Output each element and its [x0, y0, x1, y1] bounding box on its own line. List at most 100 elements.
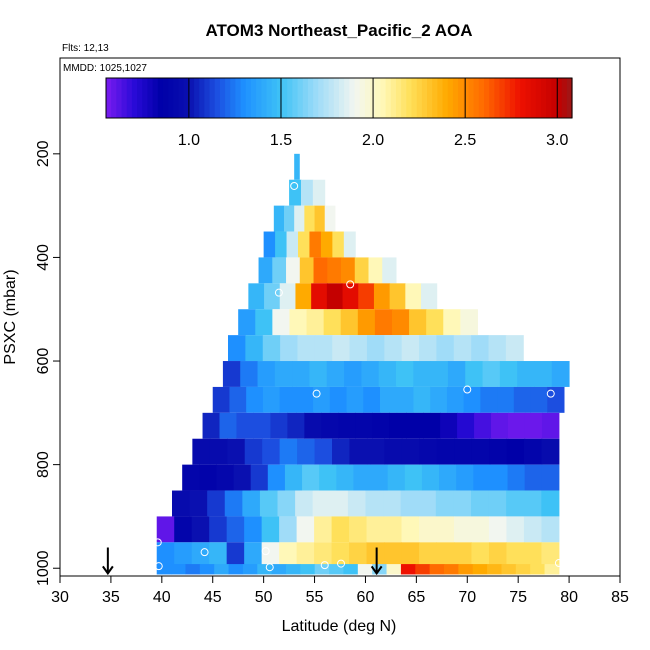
heatmap-cell: [292, 361, 310, 387]
heatmap-cell: [541, 516, 560, 543]
heatmap-cell: [331, 542, 350, 569]
heatmap-cell: [314, 542, 333, 569]
x-tick-label: 35: [102, 589, 120, 606]
heatmap-cell: [297, 438, 316, 465]
heatmap-cell: [262, 386, 281, 413]
colorbar-segment: [302, 78, 309, 118]
heatmap-cell: [304, 412, 322, 439]
heatmap-cell: [534, 361, 553, 387]
colorbar-segment: [209, 78, 216, 118]
heatmap-cell: [401, 335, 420, 362]
heatmap-cell: [389, 283, 406, 310]
heatmap-cell: [296, 516, 315, 543]
heatmap-cell: [389, 412, 407, 439]
heatmap-cell: [551, 361, 570, 387]
heatmap-cell: [323, 309, 342, 336]
x-tick-label: 55: [306, 589, 324, 606]
colorbar-segment: [131, 78, 138, 118]
heatmap-cell: [396, 361, 414, 387]
sample-point: [154, 562, 163, 571]
colorbar-segment: [525, 78, 532, 118]
heatmap-cell: [226, 542, 245, 569]
colorbar-segment: [271, 78, 278, 118]
heatmap-cell: [295, 490, 314, 517]
heatmap-cell: [312, 179, 326, 206]
sample-point: [346, 280, 355, 289]
heatmap-cell: [446, 386, 465, 413]
heatmap-cell: [242, 564, 258, 575]
heatmap-cell: [383, 490, 402, 517]
heatmap-cell: [454, 438, 473, 465]
heatmap-cell: [280, 335, 298, 362]
x-tick-label: 45: [204, 589, 222, 606]
heatmap-cell: [202, 412, 221, 439]
heatmap-cell: [172, 490, 191, 517]
heatmap-cell: [224, 490, 243, 517]
heatmap-cell: [261, 516, 280, 543]
heatmap-cell: [253, 412, 271, 439]
heatmap-cell: [366, 438, 385, 465]
colorbar-segment: [307, 78, 314, 118]
colorbar-segment: [276, 78, 283, 118]
heatmap-cell: [214, 564, 230, 575]
colorbar-segment: [447, 78, 454, 118]
heatmap-cell: [396, 386, 414, 413]
heatmap-cell: [329, 386, 348, 413]
heatmap-cell: [488, 542, 507, 569]
y-tick-label: 400: [35, 244, 52, 271]
heatmap-cell: [541, 490, 560, 517]
flight-arrows: [102, 547, 383, 576]
heatmap-cell: [284, 205, 295, 232]
colorbar-segment: [385, 78, 392, 118]
heatmap-cell: [474, 412, 492, 439]
flights-label: Flts: 12,13: [62, 43, 109, 54]
colorbar-segment: [188, 78, 195, 118]
heatmap-cell: [423, 412, 441, 439]
heatmap-cell: [294, 153, 300, 180]
heatmap-cell: [487, 564, 502, 575]
heatmap-cell: [227, 438, 246, 465]
colorbar-segment: [318, 78, 325, 118]
colorbar-segment: [266, 78, 273, 118]
heatmap-cell: [342, 283, 359, 310]
heatmap-cell: [304, 205, 316, 232]
colorbar-segment: [473, 78, 480, 118]
heatmap-cell: [219, 412, 237, 439]
heatmap-cell: [439, 464, 457, 491]
heatmap-cell: [471, 542, 490, 569]
heatmap-cell: [327, 257, 342, 284]
heatmap-cell: [261, 542, 280, 569]
heatmap-cell: [413, 361, 432, 387]
colorbar-segment: [106, 78, 112, 118]
colorbar-segment: [452, 78, 459, 118]
heatmap-cell: [444, 564, 459, 575]
heatmap-cell: [430, 361, 449, 387]
heatmap-cell: [259, 490, 279, 517]
heatmap-cell: [344, 361, 362, 387]
colorbar-segment: [421, 78, 428, 118]
colorbar-segment: [204, 78, 211, 118]
heatmap-cell: [289, 179, 302, 206]
colorbar-segment: [546, 78, 552, 118]
heatmap-cell: [515, 564, 531, 575]
x-axis: 30 35 40 45 50 55 60 65 70 75 80 85: [51, 576, 629, 606]
heatmap-cell: [447, 361, 466, 387]
heatmap-cell: [366, 516, 385, 543]
heatmap-cell: [387, 464, 406, 491]
heatmap-cell: [312, 490, 331, 517]
heatmap-cell: [284, 464, 303, 491]
sample-point: [546, 389, 555, 398]
heatmap-cell: [473, 464, 491, 491]
heatmap-cell: [279, 283, 296, 310]
heatmap-cell: [182, 464, 200, 491]
colorbar-segment: [250, 78, 257, 118]
heatmap-cell: [401, 542, 420, 569]
heatmap-cell: [332, 231, 345, 258]
heatmap-cell: [319, 464, 337, 491]
heatmap-cell: [191, 516, 210, 543]
heatmap-cell: [384, 516, 403, 543]
colorbar-segment: [147, 78, 154, 118]
heatmap-cell: [382, 257, 397, 284]
heatmap-cell: [250, 464, 269, 491]
colorbar-segment: [157, 78, 164, 118]
